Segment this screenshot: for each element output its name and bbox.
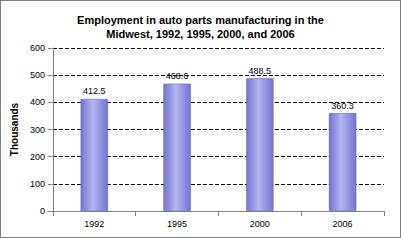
svg-text:200: 200: [30, 152, 45, 162]
svg-text:2000: 2000: [250, 219, 270, 229]
svg-text:2006: 2006: [333, 219, 353, 229]
svg-text:Employment in auto parts manuf: Employment in auto parts manufacturing i…: [77, 14, 324, 26]
svg-text:360.3: 360.3: [331, 101, 354, 111]
svg-text:488.5: 488.5: [249, 66, 272, 76]
svg-text:100: 100: [30, 179, 45, 189]
svg-text:600: 600: [30, 43, 45, 53]
svg-text:400: 400: [30, 97, 45, 107]
svg-text:412.5: 412.5: [83, 86, 106, 96]
svg-text:300: 300: [30, 125, 45, 135]
svg-text:468.6: 468.6: [166, 71, 189, 81]
svg-text:1995: 1995: [167, 219, 187, 229]
svg-text:Thousands: Thousands: [9, 102, 20, 156]
svg-text:1992: 1992: [84, 219, 104, 229]
svg-text:0: 0: [40, 206, 45, 216]
svg-text:500: 500: [30, 70, 45, 80]
svg-text:Midwest, 1992, 1995, 2000, and: Midwest, 1992, 1995, 2000, and 2006: [106, 28, 294, 40]
